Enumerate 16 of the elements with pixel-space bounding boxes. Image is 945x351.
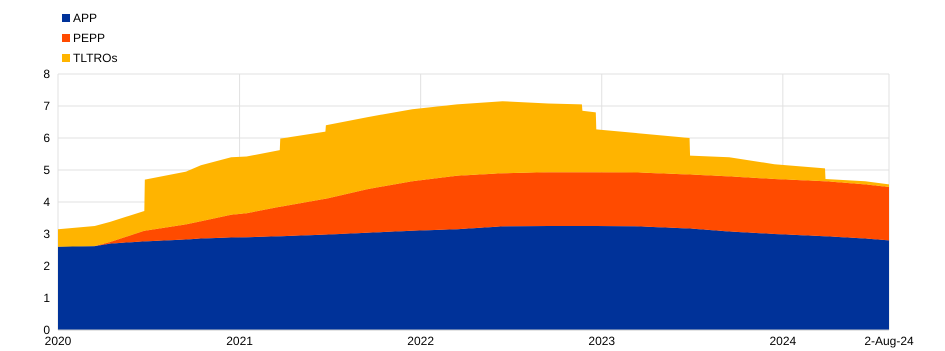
x-tick-label: 2-Aug-24 (864, 334, 914, 348)
y-tick-label: 4 (43, 195, 50, 210)
x-tick-label: 2021 (226, 334, 254, 348)
y-tick-label: 7 (43, 99, 50, 114)
x-tick-label: 2022 (407, 334, 434, 348)
x-tick-label: 2023 (588, 334, 616, 348)
x-tick-label: 2024 (769, 334, 796, 348)
y-tick-label: 5 (43, 163, 50, 178)
y-tick-label: 1 (43, 291, 50, 306)
y-tick-label: 2 (43, 259, 50, 274)
legend-label: PEPP (73, 31, 106, 46)
legend-label: TLTROs (73, 51, 118, 66)
y-tick-label: 3 (43, 227, 50, 242)
legend-label: APP (73, 11, 98, 26)
y-tick-label: 8 (43, 67, 50, 82)
y-tick-label: 6 (43, 131, 50, 146)
